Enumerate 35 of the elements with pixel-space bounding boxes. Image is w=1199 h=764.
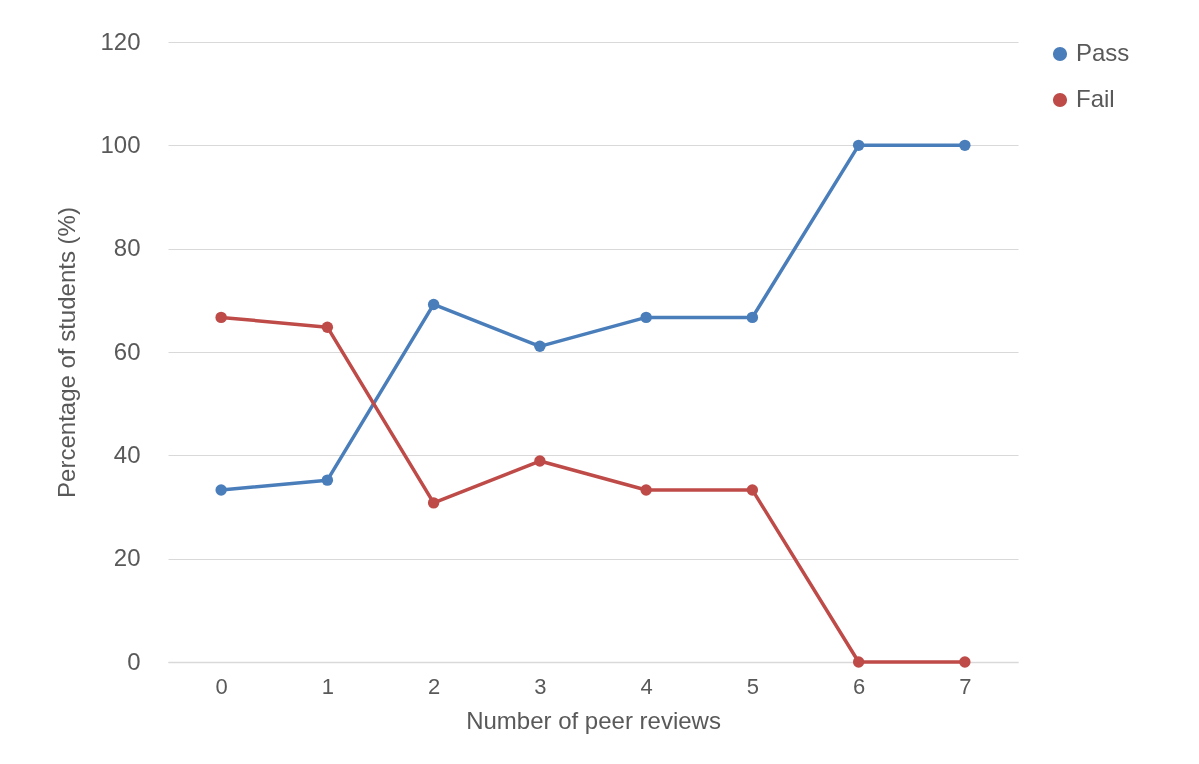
point <box>427 298 440 311</box>
point <box>321 474 334 486</box>
x-tick-label: 4 <box>640 673 653 699</box>
point <box>640 484 652 496</box>
x-tick-label: 5 <box>746 673 759 699</box>
y-axis-title: Percentage of students (%) <box>53 207 81 498</box>
point <box>746 311 759 324</box>
y-tick-label: 40 <box>113 440 141 468</box>
y-tick-label: 20 <box>113 544 141 572</box>
y-tick-label: 100 <box>100 130 141 158</box>
y-tick-label: 0 <box>127 647 141 675</box>
x-tick-label: 7 <box>959 673 972 699</box>
point <box>640 311 652 324</box>
point <box>534 455 546 467</box>
x-axis-title: Number of peer reviews <box>466 706 721 734</box>
y-tick-label: 80 <box>113 234 141 262</box>
point <box>852 656 865 668</box>
point <box>427 497 440 509</box>
legend-label: Pass <box>1076 39 1130 66</box>
point <box>746 484 759 496</box>
point <box>321 321 334 333</box>
x-tick-label: 2 <box>428 673 441 699</box>
point <box>959 139 971 152</box>
point <box>852 139 865 152</box>
x-tick-label: 1 <box>321 673 334 699</box>
point <box>215 311 227 324</box>
point <box>959 656 971 668</box>
y-tick-label: 120 <box>100 27 141 55</box>
y-tick-label: 60 <box>113 337 141 365</box>
x-tick-label: 6 <box>853 673 866 699</box>
legend-label: Fail <box>1076 85 1115 112</box>
point <box>215 484 227 496</box>
point <box>534 340 546 353</box>
x-tick-label: 3 <box>534 673 547 699</box>
x-tick-label: 0 <box>215 673 228 699</box>
